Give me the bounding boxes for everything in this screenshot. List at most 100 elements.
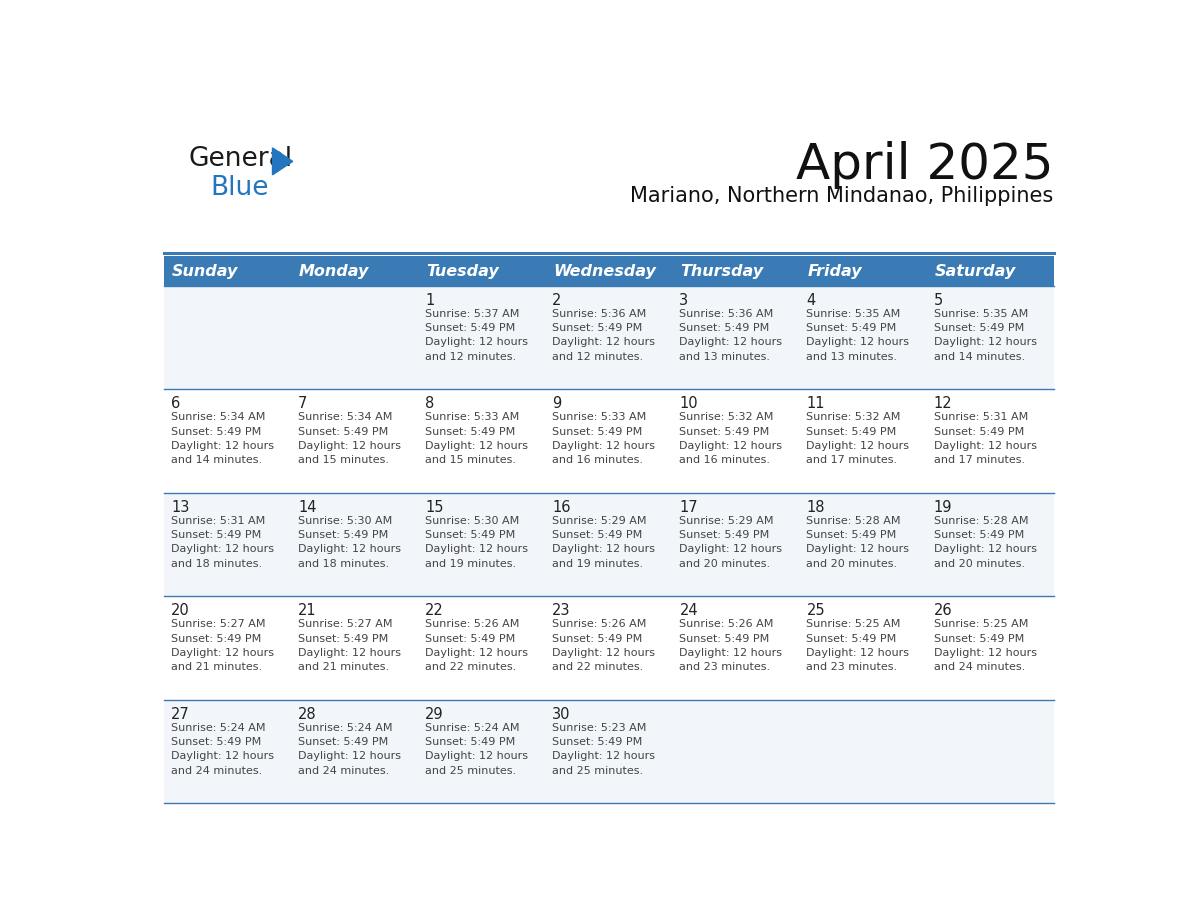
Text: Sunset: 5:49 PM: Sunset: 5:49 PM [807,323,897,333]
Text: Sunrise: 5:30 AM: Sunrise: 5:30 AM [298,516,392,526]
Text: Thursday: Thursday [681,263,763,278]
Text: Daylight: 12 hours: Daylight: 12 hours [807,337,910,347]
Text: 3: 3 [680,293,689,308]
Bar [164,285,1054,389]
Text: and 23 minutes.: and 23 minutes. [680,662,771,672]
Text: 6: 6 [171,397,181,411]
Text: Sunset: 5:49 PM: Sunset: 5:49 PM [298,633,388,644]
Text: and 25 minutes.: and 25 minutes. [552,766,644,776]
Text: Daylight: 12 hours: Daylight: 12 hours [171,441,274,451]
Text: Daylight: 12 hours: Daylight: 12 hours [552,544,656,554]
Bar [418,256,545,285]
Text: Daylight: 12 hours: Daylight: 12 hours [552,648,656,658]
Text: 16: 16 [552,499,570,515]
Text: Sunrise: 5:36 AM: Sunrise: 5:36 AM [552,308,646,319]
Text: Sunset: 5:49 PM: Sunset: 5:49 PM [171,633,261,644]
Text: Sunset: 5:49 PM: Sunset: 5:49 PM [934,427,1024,437]
Text: and 23 minutes.: and 23 minutes. [807,662,898,672]
Text: and 18 minutes.: and 18 minutes. [298,558,390,568]
Text: and 12 minutes.: and 12 minutes. [552,352,644,362]
Text: and 20 minutes.: and 20 minutes. [680,558,771,568]
Text: and 13 minutes.: and 13 minutes. [807,352,897,362]
Text: Sunrise: 5:26 AM: Sunrise: 5:26 AM [552,620,646,629]
Bar [164,256,291,285]
Text: Sunrise: 5:29 AM: Sunrise: 5:29 AM [680,516,773,526]
Text: 29: 29 [425,707,444,722]
Text: Mariano, Northern Mindanao, Philippines: Mariano, Northern Mindanao, Philippines [631,185,1054,206]
Bar [545,256,672,285]
Text: Daylight: 12 hours: Daylight: 12 hours [934,337,1037,347]
Text: Sunset: 5:49 PM: Sunset: 5:49 PM [298,530,388,540]
Text: and 16 minutes.: and 16 minutes. [552,455,643,465]
Text: Daylight: 12 hours: Daylight: 12 hours [807,441,910,451]
Text: Sunrise: 5:25 AM: Sunrise: 5:25 AM [807,620,901,629]
Text: Sunset: 5:49 PM: Sunset: 5:49 PM [298,737,388,747]
Text: Sunset: 5:49 PM: Sunset: 5:49 PM [680,323,770,333]
Text: and 19 minutes.: and 19 minutes. [425,558,517,568]
Text: 26: 26 [934,603,953,618]
Text: Sunrise: 5:24 AM: Sunrise: 5:24 AM [298,722,392,733]
Text: and 17 minutes.: and 17 minutes. [934,455,1025,465]
Bar [800,256,927,285]
Text: Daylight: 12 hours: Daylight: 12 hours [298,751,402,761]
Text: Sunset: 5:49 PM: Sunset: 5:49 PM [680,530,770,540]
Text: Daylight: 12 hours: Daylight: 12 hours [807,648,910,658]
Text: Daylight: 12 hours: Daylight: 12 hours [807,544,910,554]
Text: Sunset: 5:49 PM: Sunset: 5:49 PM [807,530,897,540]
Text: and 21 minutes.: and 21 minutes. [298,662,390,672]
Text: and 14 minutes.: and 14 minutes. [934,352,1025,362]
Text: Sunrise: 5:31 AM: Sunrise: 5:31 AM [171,516,265,526]
Text: and 24 minutes.: and 24 minutes. [934,662,1025,672]
Text: 21: 21 [298,603,317,618]
Bar [164,700,1054,803]
Text: Sunrise: 5:27 AM: Sunrise: 5:27 AM [298,620,392,629]
Text: Sunrise: 5:34 AM: Sunrise: 5:34 AM [171,412,265,422]
Text: Sunset: 5:49 PM: Sunset: 5:49 PM [171,530,261,540]
Text: Sunrise: 5:35 AM: Sunrise: 5:35 AM [807,308,901,319]
Text: Daylight: 12 hours: Daylight: 12 hours [298,441,402,451]
Bar [291,256,418,285]
Text: 4: 4 [807,293,816,308]
Text: Sunset: 5:49 PM: Sunset: 5:49 PM [552,633,643,644]
Text: Daylight: 12 hours: Daylight: 12 hours [425,751,529,761]
Text: Monday: Monday [299,263,369,278]
Text: April 2025: April 2025 [796,141,1054,189]
Text: Sunrise: 5:28 AM: Sunrise: 5:28 AM [934,516,1028,526]
Text: 24: 24 [680,603,699,618]
Text: Daylight: 12 hours: Daylight: 12 hours [171,751,274,761]
Text: Sunrise: 5:33 AM: Sunrise: 5:33 AM [552,412,646,422]
Text: 22: 22 [425,603,444,618]
Text: Sunset: 5:49 PM: Sunset: 5:49 PM [425,530,516,540]
Text: and 20 minutes.: and 20 minutes. [934,558,1025,568]
Text: Daylight: 12 hours: Daylight: 12 hours [934,544,1037,554]
Text: Sunset: 5:49 PM: Sunset: 5:49 PM [680,633,770,644]
Text: Daylight: 12 hours: Daylight: 12 hours [934,648,1037,658]
Text: Daylight: 12 hours: Daylight: 12 hours [680,544,783,554]
Text: and 22 minutes.: and 22 minutes. [425,662,517,672]
Text: Sunrise: 5:37 AM: Sunrise: 5:37 AM [425,308,519,319]
Text: Sunrise: 5:35 AM: Sunrise: 5:35 AM [934,308,1028,319]
Text: Sunrise: 5:32 AM: Sunrise: 5:32 AM [807,412,901,422]
Text: Blue: Blue [210,174,268,201]
Text: and 24 minutes.: and 24 minutes. [298,766,390,776]
Text: Sunset: 5:49 PM: Sunset: 5:49 PM [552,530,643,540]
Bar [927,256,1054,285]
Text: 19: 19 [934,499,952,515]
Text: Saturday: Saturday [934,263,1016,278]
Text: 7: 7 [298,397,308,411]
Text: Daylight: 12 hours: Daylight: 12 hours [298,648,402,658]
Text: Sunrise: 5:27 AM: Sunrise: 5:27 AM [171,620,265,629]
Text: Daylight: 12 hours: Daylight: 12 hours [425,441,529,451]
Text: Daylight: 12 hours: Daylight: 12 hours [552,337,656,347]
Text: and 22 minutes.: and 22 minutes. [552,662,644,672]
Text: 9: 9 [552,397,562,411]
Text: and 15 minutes.: and 15 minutes. [298,455,390,465]
Text: and 18 minutes.: and 18 minutes. [171,558,263,568]
Text: 17: 17 [680,499,699,515]
Text: 8: 8 [425,397,435,411]
Text: Wednesday: Wednesday [554,263,656,278]
Text: Sunset: 5:49 PM: Sunset: 5:49 PM [425,427,516,437]
Text: 28: 28 [298,707,317,722]
Text: Daylight: 12 hours: Daylight: 12 hours [552,441,656,451]
Text: 1: 1 [425,293,435,308]
